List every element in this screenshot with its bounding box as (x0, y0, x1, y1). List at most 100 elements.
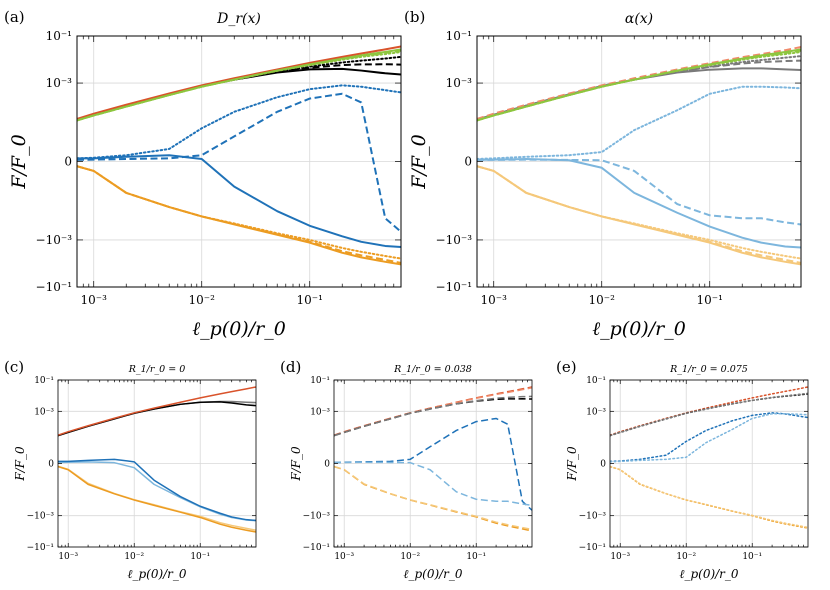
series-line-blue-solid (58, 458, 256, 522)
series-line-gray-dotted (477, 55, 801, 121)
y-tick-label: 0 (64, 155, 72, 169)
panel-label: (d) (280, 358, 301, 376)
x-axis-label: ℓ_p(0)/r_0 (592, 318, 686, 340)
y-tick-label: 10⁻³ (310, 407, 330, 417)
y-tick-label: 10⁻³ (446, 76, 473, 90)
x-tick-label: 10⁻¹ (697, 293, 723, 307)
grid (58, 379, 256, 548)
series-line-gray-dashed (334, 395, 532, 437)
x-axis-label: ℓ_p(0)/r_0 (192, 318, 286, 340)
x-tick-label: 10⁻³ (610, 552, 630, 562)
series-line-black-dashed (334, 398, 532, 437)
y-tick-label: −10⁻³ (27, 512, 55, 522)
panel-title: R_1/r_0 = 0 (128, 364, 186, 375)
series-line-green-dotted (477, 50, 801, 122)
panel-d: 10⁻³ 10⁻² 10⁻¹ 10⁻¹ 10⁻³ 0 −10⁻³ −10⁻¹ R_1/r_0 =… (280, 358, 533, 581)
x-axis-label: ℓ_p(0)/r_0 (679, 567, 738, 581)
series-group (77, 45, 401, 266)
x-tick-label: 10⁻¹ (297, 293, 323, 307)
series-line-blue-dotted (610, 412, 808, 463)
panel-label: (c) (4, 358, 24, 376)
x-axis-label: ℓ_p(0)/r_0 (403, 567, 462, 581)
y-axis-label: F/F_0 (13, 446, 27, 482)
series-line-lightorange-solid (58, 465, 256, 531)
y-tick-label: 10⁻³ (34, 407, 54, 417)
panel-title: R_1/r_0 = 0.075 (669, 364, 748, 375)
series-group (58, 386, 256, 533)
y-axis-label: F/F_0 (289, 446, 303, 482)
y-tick-label: 10⁻¹ (586, 376, 606, 386)
series-line-lightblue-solid (477, 157, 801, 249)
x-tick-label: 10⁻² (589, 293, 616, 307)
panel-title: α(x) (625, 11, 653, 27)
y-tick-label: 10⁻¹ (34, 376, 54, 386)
y-tick-label: 10⁻¹ (310, 376, 330, 386)
series-line-black-dashed (77, 63, 401, 121)
series-line-orange-dashed (334, 465, 532, 532)
y-tick-label: −10⁻¹ (36, 280, 72, 294)
y-tick-label: 0 (600, 460, 606, 470)
y-tick-label: −10⁻¹ (579, 543, 606, 553)
series-line-lightblue-dashed (477, 158, 801, 226)
series-line-orange-dotted (610, 465, 808, 529)
y-tick-label: 10⁻¹ (446, 29, 472, 43)
y-axis-label: F/F_0 (565, 446, 579, 482)
y-tick-label: 10⁻³ (586, 407, 606, 417)
grid (610, 379, 808, 548)
y-tick-label: 10⁻³ (46, 76, 73, 90)
grid (334, 379, 532, 548)
y-tick-label: −10⁻³ (36, 233, 73, 247)
series-line-blue-dashed (334, 417, 532, 511)
x-tick-label: 10⁻¹ (742, 552, 762, 562)
series-line-lightorange-dashed (477, 165, 801, 264)
series-line-gray-dashed (477, 59, 801, 121)
y-tick-label: −10⁻³ (303, 512, 331, 522)
series-line-orange-dashed (77, 165, 401, 264)
x-tick-label: 10⁻² (124, 552, 144, 562)
series-line-gray-solid (58, 400, 256, 437)
series-line-red-dotted (610, 386, 808, 436)
series-group (610, 386, 808, 529)
series-line-lightblue-dotted (477, 85, 801, 160)
x-tick-label: 10⁻¹ (190, 552, 210, 562)
series-line-lightred-dashed (334, 387, 532, 437)
panel-label: (b) (404, 8, 425, 26)
y-axis-label: F/F_0 (408, 134, 430, 189)
series-line-green-dotted (77, 50, 401, 122)
x-tick-label: 10⁻² (676, 552, 696, 562)
y-tick-label: −10⁻³ (579, 512, 607, 522)
series-line-lightblue-dotted (610, 412, 808, 463)
y-axis-label: F/F_0 (8, 134, 30, 189)
y-tick-label: 10⁻¹ (46, 29, 72, 43)
x-tick-label: 10⁻³ (481, 293, 508, 307)
series-line-orange-dotted (77, 165, 401, 260)
x-tick-label: 10⁻³ (334, 552, 354, 562)
y-tick-label: −10⁻³ (436, 233, 473, 247)
series-line-lightorange-dotted (477, 165, 801, 260)
series-line-lightorange-dotted (610, 465, 808, 529)
series-line-gray-solid (477, 67, 801, 121)
x-tick-label: 10⁻³ (58, 552, 78, 562)
series-line-blue-dashed (77, 92, 401, 233)
y-tick-label: 0 (48, 460, 54, 470)
series-line-red-dashed (334, 386, 532, 436)
y-tick-label: −10⁻¹ (436, 280, 472, 294)
x-tick-label: 10⁻³ (81, 293, 108, 307)
series-group (334, 386, 532, 532)
panel-a: 10⁻³ 10⁻² 10⁻¹ 10⁻¹ 10⁻³ 0 −10⁻³ −10⁻¹ D_r(x) ℓ_p… (4, 8, 402, 340)
panel-b: 10⁻³ 10⁻² 10⁻¹ 10⁻¹ 10⁻³ 0 −10⁻³ −10⁻¹ α(x) ℓ_p(0… (404, 8, 802, 340)
x-tick-label: 10⁻² (189, 293, 216, 307)
series-line-blue-solid (77, 154, 401, 249)
panel-c: 10⁻³ 10⁻² 10⁻¹ 10⁻¹ 10⁻³ 0 −10⁻³ −10⁻¹ R_1/r_0 =… (4, 358, 257, 581)
y-tick-label: −10⁻¹ (27, 543, 54, 553)
series-line-lightblue-solid (58, 461, 256, 522)
series-group (477, 46, 801, 266)
series-line-lightorange-dashed (334, 465, 532, 531)
series-line-orange-solid (58, 465, 256, 533)
series-line-lightblue-dashed (334, 461, 532, 507)
x-tick-label: 10⁻² (400, 552, 420, 562)
series-line-red-solid (58, 386, 256, 436)
series-line-lightred-dashed (477, 46, 801, 120)
y-tick-label: 0 (464, 155, 472, 169)
